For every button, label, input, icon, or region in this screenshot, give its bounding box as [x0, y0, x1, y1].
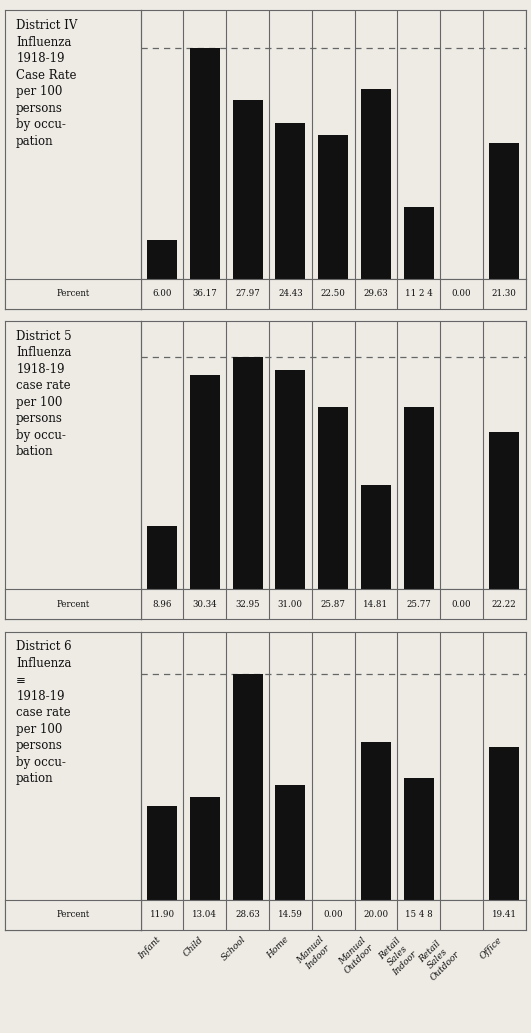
Text: Child: Child	[182, 935, 205, 959]
Text: 25.77: 25.77	[406, 600, 431, 608]
Bar	[147, 526, 177, 589]
Bar	[233, 674, 262, 900]
Bar	[490, 143, 519, 279]
Text: 6.00: 6.00	[152, 289, 172, 299]
Text: District IV
Influenza
1918-19
Case Rate
per 100
persons
by occu-
pation: District IV Influenza 1918-19 Case Rate …	[16, 20, 78, 148]
Bar	[490, 433, 519, 589]
Text: 11.90: 11.90	[149, 910, 175, 919]
Text: 0.00: 0.00	[452, 289, 472, 299]
Text: 31.00: 31.00	[278, 600, 303, 608]
Text: 29.63: 29.63	[364, 289, 388, 299]
Text: 19.41: 19.41	[492, 910, 517, 919]
Bar	[276, 785, 305, 900]
Text: 22.22: 22.22	[492, 600, 517, 608]
Text: 27.97: 27.97	[235, 289, 260, 299]
Bar	[404, 407, 434, 589]
Text: 14.59: 14.59	[278, 910, 303, 919]
Bar	[147, 806, 177, 900]
Text: 8.96: 8.96	[152, 600, 172, 608]
Bar	[233, 356, 262, 589]
Text: 20.00: 20.00	[363, 910, 389, 919]
Text: Infant: Infant	[136, 935, 162, 961]
Text: Percent: Percent	[56, 289, 90, 299]
Text: 14.81: 14.81	[363, 600, 389, 608]
Bar	[276, 123, 305, 279]
Text: 32.95: 32.95	[235, 600, 260, 608]
Text: Retail
Sales
Outdoor: Retail Sales Outdoor	[414, 935, 461, 982]
Text: 25.87: 25.87	[321, 600, 346, 608]
Bar	[361, 484, 391, 589]
Text: Retail
Sales
Indoor: Retail Sales Indoor	[376, 935, 419, 977]
Bar	[233, 100, 262, 279]
Text: 36.17: 36.17	[192, 289, 217, 299]
Text: Manual
Outdoor: Manual Outdoor	[336, 935, 376, 975]
Bar	[404, 778, 434, 900]
Text: 11 2 4: 11 2 4	[405, 289, 433, 299]
Text: 30.34: 30.34	[192, 600, 217, 608]
Bar	[404, 207, 434, 279]
Bar	[190, 48, 220, 279]
Text: 28.63: 28.63	[235, 910, 260, 919]
Text: Percent: Percent	[56, 600, 90, 608]
Text: School: School	[220, 935, 247, 963]
Bar	[490, 747, 519, 900]
Bar	[361, 90, 391, 279]
Text: District 6
Influenza
≡
1918-19
case rate
per 100
persons
by occu-
pation: District 6 Influenza ≡ 1918-19 case rate…	[16, 640, 72, 785]
Text: 13.04: 13.04	[192, 910, 217, 919]
Text: Percent: Percent	[56, 910, 90, 919]
Text: 24.43: 24.43	[278, 289, 303, 299]
Text: 22.50: 22.50	[321, 289, 346, 299]
Bar	[318, 407, 348, 589]
Text: 15 4 8: 15 4 8	[405, 910, 433, 919]
Text: District 5
Influenza
1918-19
case rate
per 100
persons
by occu-
bation: District 5 Influenza 1918-19 case rate p…	[16, 330, 72, 459]
Bar	[147, 241, 177, 279]
Bar	[190, 796, 220, 900]
Text: Home: Home	[265, 935, 290, 961]
Text: 0.00: 0.00	[323, 910, 343, 919]
Bar	[190, 375, 220, 589]
Text: Manual
Indoor: Manual Indoor	[295, 935, 333, 973]
Bar	[361, 742, 391, 900]
Bar	[276, 371, 305, 589]
Bar	[318, 135, 348, 279]
Text: Office: Office	[478, 935, 504, 961]
Text: 0.00: 0.00	[452, 600, 472, 608]
Text: 21.30: 21.30	[492, 289, 517, 299]
